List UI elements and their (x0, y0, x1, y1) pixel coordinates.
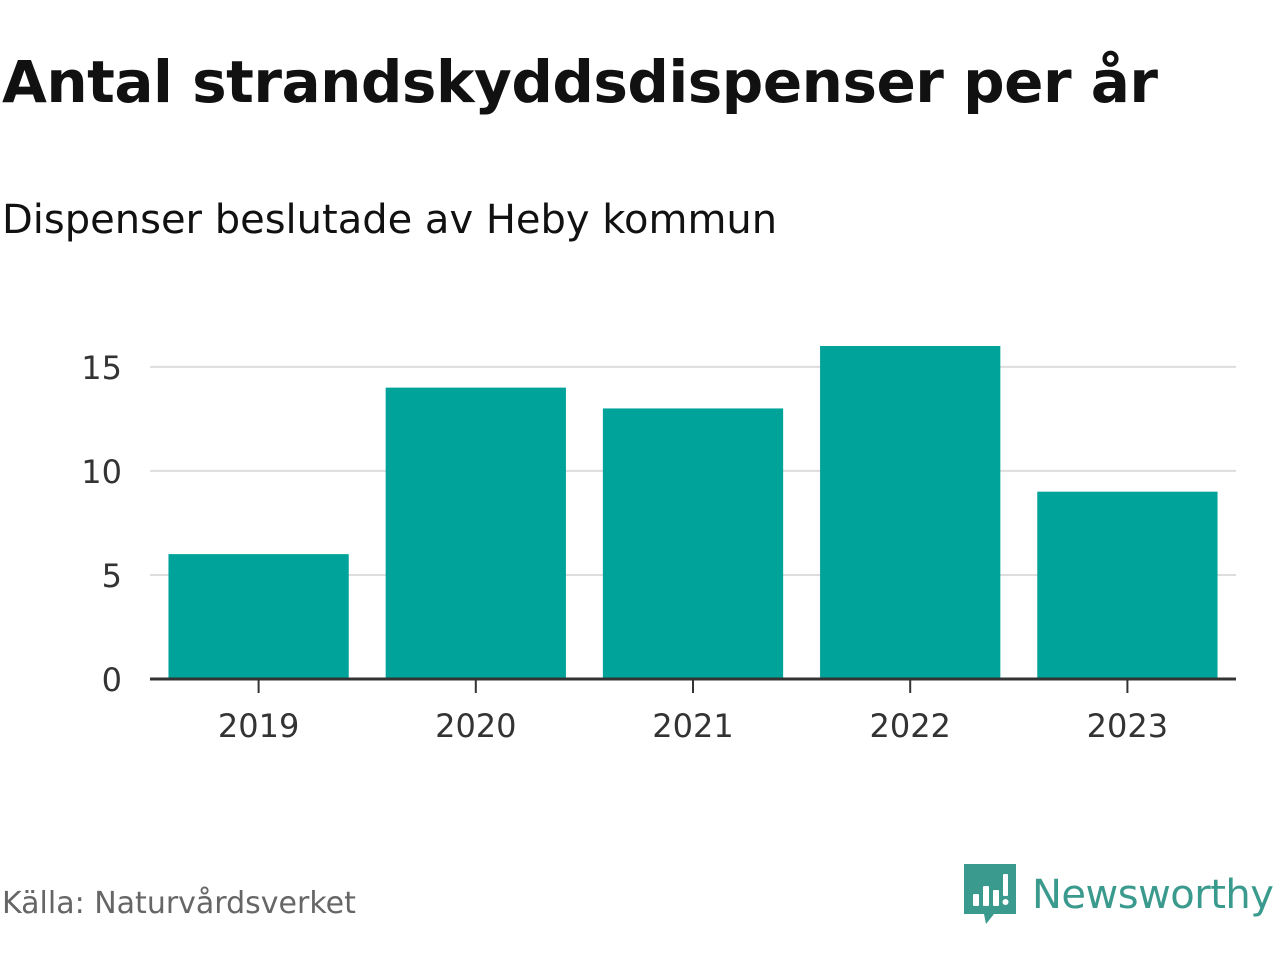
y-tick-label-0: 0 (102, 661, 122, 699)
x-tick-label-2019: 2019 (218, 707, 299, 745)
bar-2023 (1037, 491, 1218, 679)
bar-chart: 0 5 10 15 2019 2020 2021 2022 2023 (81, 346, 1236, 745)
bar-2021 (602, 408, 784, 679)
newsworthy-logo-icon (964, 864, 1016, 924)
source-text: Källa: Naturvårdsverket (2, 886, 356, 921)
bar-2022 (820, 346, 1001, 679)
x-tick-label-2020: 2020 (435, 707, 516, 745)
brand-name: Newsworthy (1032, 872, 1274, 918)
y-tick-label-15: 15 (81, 349, 122, 387)
x-tick-label-2021: 2021 (652, 707, 733, 745)
bar-2019 (168, 554, 349, 679)
x-tick-label-2023: 2023 (1087, 707, 1168, 745)
y-tick-label-5: 5 (102, 557, 122, 595)
y-tick-label-10: 10 (81, 453, 122, 491)
chart-subtitle: Dispenser beslutade av Heby kommun (2, 197, 778, 243)
chart-title: Antal strandskyddsdispenser per år (2, 48, 1158, 116)
bar-2020 (385, 387, 566, 679)
brand-logo: Newsworthy (964, 864, 1274, 926)
x-tick-label-2022: 2022 (869, 707, 950, 745)
